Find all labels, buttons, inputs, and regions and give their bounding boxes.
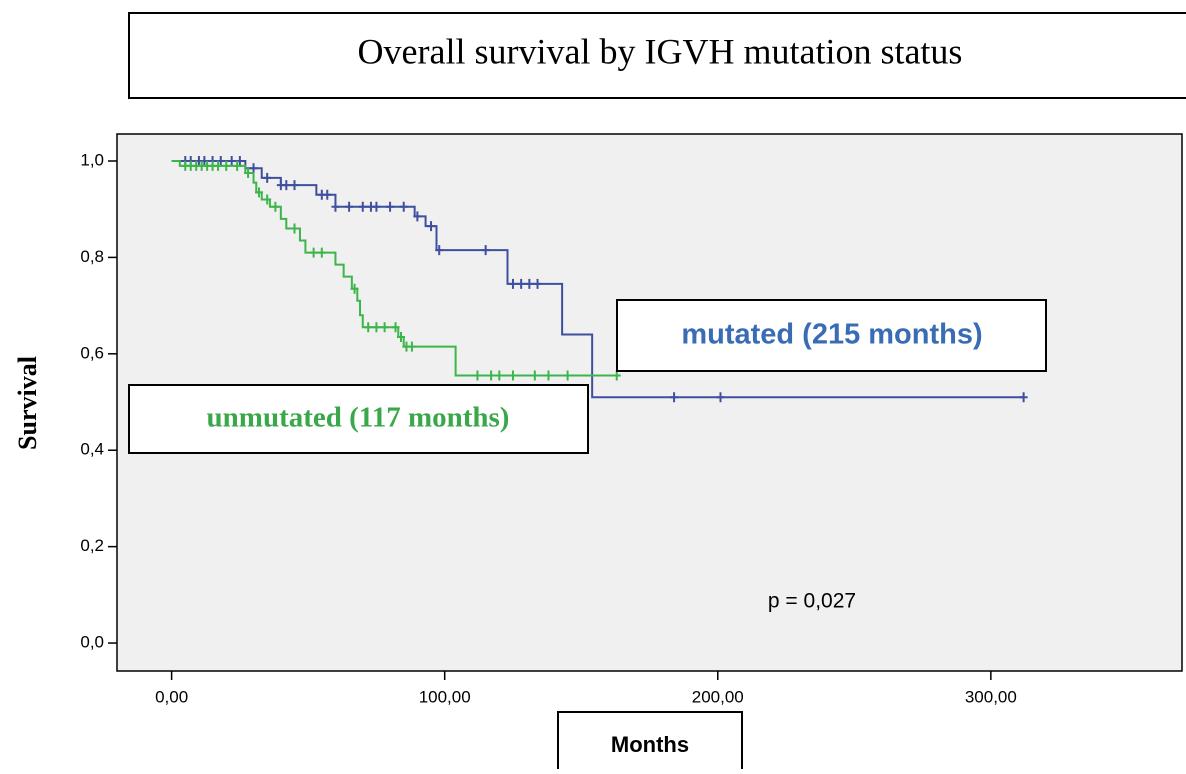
censor-mark (323, 189, 332, 200)
censor-mark (227, 155, 236, 166)
censor-mark (364, 322, 373, 333)
censor-mark (331, 201, 340, 212)
survival-line (171, 159, 1024, 399)
censor-mark (358, 201, 367, 212)
y-tick-label: 0,4 (80, 440, 104, 459)
censor-mark (391, 322, 400, 333)
x-tick-label: 0,00 (155, 687, 188, 706)
y-tick-label: 0,0 (80, 633, 104, 652)
censor-mark (244, 168, 253, 179)
censor-mark (716, 392, 725, 403)
censor-mark (380, 322, 389, 333)
censor-mark (317, 247, 326, 258)
censor-mark (1019, 392, 1028, 403)
censor-mark (427, 221, 436, 232)
censor-mark (350, 283, 359, 294)
censor-mark (487, 370, 496, 381)
censor-mark (397, 331, 405, 342)
y-tick-label: 1,0 (80, 150, 104, 169)
censor-mark (495, 370, 504, 381)
censor-mark (525, 278, 534, 289)
x-label-box (557, 711, 743, 774)
censor-mark (282, 180, 291, 191)
censor-mark (399, 201, 408, 212)
censor-mark (508, 278, 517, 289)
censor-mark (249, 163, 258, 174)
annotation-box (128, 384, 589, 454)
x-tick-label: 200,00 (692, 687, 744, 706)
censor-mark (309, 247, 318, 258)
censor-mark (372, 322, 381, 333)
annotation: mutated (215 months) (681, 319, 982, 351)
censor-mark (345, 201, 354, 212)
censor-mark (263, 172, 272, 183)
censor-mark (413, 211, 422, 222)
censor-mark (530, 370, 539, 381)
survival-line (171, 159, 617, 377)
censor-mark (670, 392, 679, 403)
censor-mark (386, 201, 395, 212)
y-tick-label: 0,8 (80, 247, 104, 266)
annotation-box (616, 299, 1047, 372)
x-axis-label: Months (611, 732, 689, 757)
censor-mark (290, 180, 299, 191)
censor-mark (263, 194, 272, 205)
x-tick-label: 300,00 (965, 687, 1017, 706)
x-tick-label: 100,00 (419, 687, 471, 706)
y-tick-label: 0,6 (80, 343, 104, 362)
censor-mark (517, 278, 526, 289)
censor-mark (290, 223, 299, 234)
censor-mark (271, 201, 280, 212)
censor-mark (233, 160, 242, 171)
censor-mark (481, 245, 490, 256)
censor-mark (222, 160, 231, 171)
censor-mark (533, 278, 542, 289)
censor-mark (435, 245, 444, 256)
censor-mark (214, 160, 223, 171)
censor-mark (612, 370, 621, 381)
censor-mark (508, 370, 517, 381)
censor-mark (473, 370, 482, 381)
chart-title: Overall survival by IGVH mutation status (358, 31, 963, 71)
censor-mark (563, 370, 572, 381)
y-axis-label: Survival (13, 356, 42, 450)
annotation: unmutated (117 months) (207, 402, 510, 434)
annotation: p = 0,027 (768, 590, 856, 613)
censor-mark (255, 187, 263, 198)
title-box (128, 12, 1186, 99)
y-tick-label: 0,2 (80, 536, 104, 555)
censor-mark (372, 201, 381, 212)
censor-mark (544, 370, 553, 381)
censor-mark (407, 341, 416, 352)
